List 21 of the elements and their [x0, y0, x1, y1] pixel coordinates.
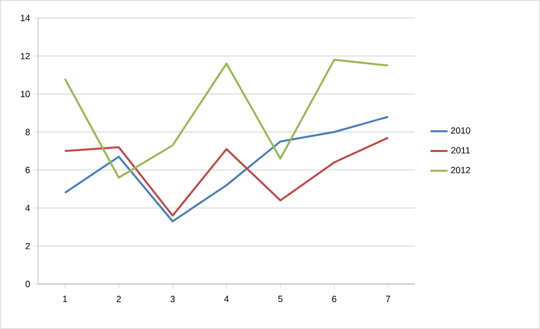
x-tick-label: 7	[386, 296, 390, 302]
y-tick-label: 0	[26, 280, 30, 288]
legend-label: 2010	[451, 127, 470, 134]
line-series	[64, 58, 390, 179]
y-tick-label: 14	[20, 14, 30, 22]
legend-label: 2011	[451, 147, 470, 154]
x-tick-label: 6	[332, 296, 336, 302]
line-series	[64, 136, 390, 217]
x-tick-label: 5	[278, 296, 282, 302]
y-tick-label: 6	[26, 166, 30, 174]
x-tick-label: 4	[224, 296, 229, 302]
legend-label: 2012	[451, 166, 470, 174]
x-tick-label: 3	[170, 296, 175, 302]
x-tick-label: 2	[116, 296, 121, 302]
y-tick-label: 12	[20, 52, 30, 60]
y-tick-label: 4	[25, 204, 30, 212]
y-tick-label: 10	[20, 90, 30, 98]
line-series	[64, 116, 390, 222]
x-tick-label: 1	[63, 296, 67, 302]
y-tick-label: 8	[26, 128, 30, 136]
y-tick-label: 2	[26, 242, 30, 250]
